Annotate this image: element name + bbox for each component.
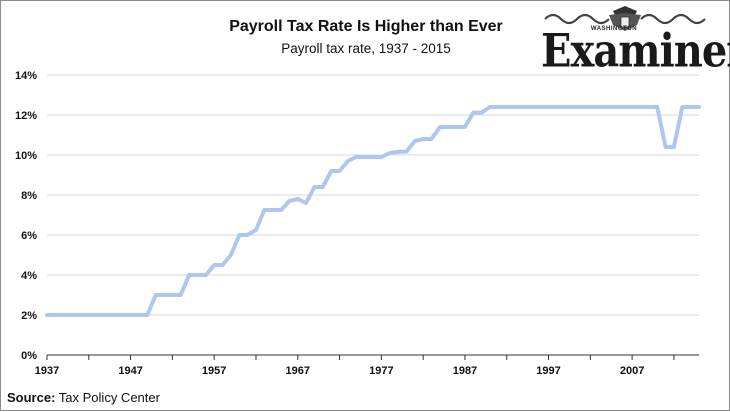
y-tick-label: 14% xyxy=(15,70,37,82)
chart-subtitle: Payroll tax rate, 1937 - 2015 xyxy=(281,41,451,56)
y-tick-label: 8% xyxy=(21,190,37,202)
logo-top-text: WASHINGTON xyxy=(590,26,638,32)
x-tick-label: 2007 xyxy=(620,365,644,377)
y-tick-label: 0% xyxy=(21,350,37,362)
series-line xyxy=(45,105,701,317)
y-tick-label: 10% xyxy=(15,150,37,162)
source-label: Source: xyxy=(7,390,56,405)
eagle-chain-emblem-icon xyxy=(544,6,706,31)
source-note: Source: Tax Policy Center xyxy=(7,390,160,405)
y-tick-label: 6% xyxy=(21,230,37,242)
x-tick-label: 1957 xyxy=(202,365,226,377)
logo-wordmark: Examiner xyxy=(541,24,730,79)
source-text: Tax Policy Center xyxy=(58,390,160,405)
x-tick-label: 1967 xyxy=(286,365,310,377)
x-tick-label: 1987 xyxy=(453,365,477,377)
x-tick-label: 1937 xyxy=(35,365,59,377)
y-tick-label: 4% xyxy=(21,270,37,282)
chart-title: Payroll Tax Rate Is Higher than Ever xyxy=(229,18,503,35)
examiner-logo: WASHINGTON Examiner xyxy=(541,5,730,78)
x-tick-label: 1947 xyxy=(118,365,142,377)
x-tick-label: 1997 xyxy=(536,365,560,377)
y-tick-label: 12% xyxy=(15,110,37,122)
y-tick-label: 2% xyxy=(21,310,37,322)
x-tick-label: 1977 xyxy=(369,365,393,377)
